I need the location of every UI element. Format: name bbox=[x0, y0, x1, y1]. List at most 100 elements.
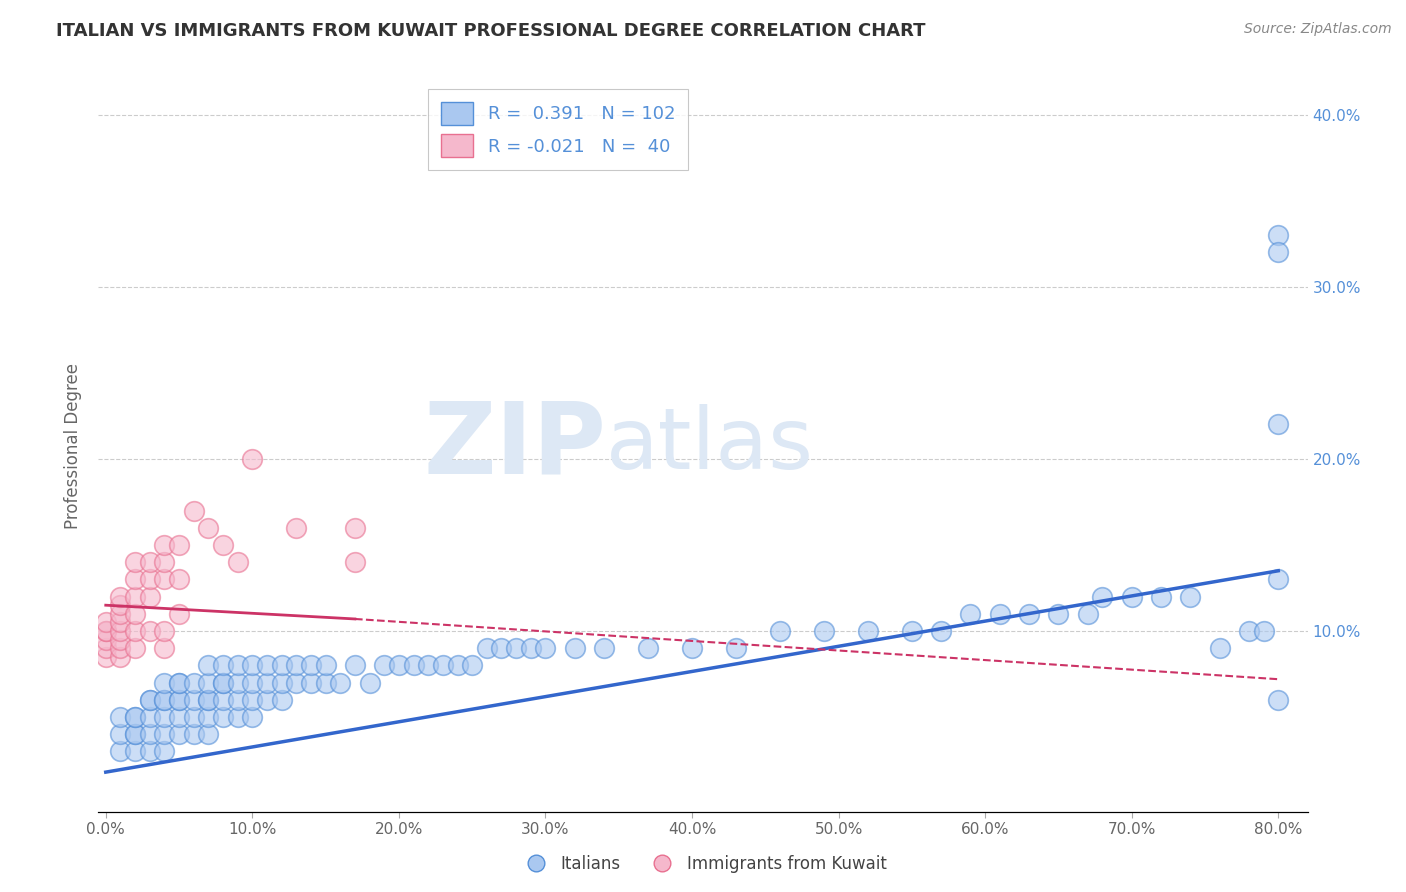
Point bbox=[124, 744, 146, 758]
Point bbox=[226, 693, 249, 707]
Point bbox=[475, 641, 498, 656]
Point bbox=[138, 590, 160, 604]
Point bbox=[813, 624, 835, 638]
Point bbox=[153, 573, 176, 587]
Point bbox=[285, 658, 308, 673]
Point bbox=[153, 727, 176, 741]
Point bbox=[418, 658, 440, 673]
Point bbox=[446, 658, 468, 673]
Point bbox=[153, 624, 176, 638]
Point bbox=[138, 555, 160, 569]
Point bbox=[240, 710, 263, 724]
Text: atlas: atlas bbox=[606, 404, 814, 488]
Point bbox=[402, 658, 425, 673]
Point bbox=[94, 615, 117, 630]
Point bbox=[167, 727, 190, 741]
Point bbox=[212, 675, 235, 690]
Y-axis label: Professional Degree: Professional Degree bbox=[65, 363, 83, 529]
Point bbox=[167, 693, 190, 707]
Point bbox=[197, 710, 219, 724]
Point bbox=[124, 710, 146, 724]
Point bbox=[1091, 590, 1114, 604]
Point bbox=[110, 710, 132, 724]
Point bbox=[534, 641, 557, 656]
Point bbox=[1267, 245, 1289, 260]
Point bbox=[315, 658, 337, 673]
Point bbox=[373, 658, 395, 673]
Point bbox=[929, 624, 952, 638]
Point bbox=[461, 658, 484, 673]
Point bbox=[110, 615, 132, 630]
Point bbox=[167, 538, 190, 552]
Point bbox=[167, 607, 190, 621]
Point bbox=[226, 710, 249, 724]
Point bbox=[1267, 693, 1289, 707]
Point bbox=[491, 641, 513, 656]
Point bbox=[240, 693, 263, 707]
Point bbox=[183, 675, 205, 690]
Point bbox=[681, 641, 703, 656]
Point bbox=[94, 624, 117, 638]
Point bbox=[138, 693, 160, 707]
Point bbox=[343, 658, 366, 673]
Point bbox=[226, 675, 249, 690]
Point bbox=[94, 632, 117, 647]
Point bbox=[197, 521, 219, 535]
Point bbox=[197, 658, 219, 673]
Point bbox=[299, 658, 322, 673]
Point bbox=[1150, 590, 1173, 604]
Point bbox=[226, 658, 249, 673]
Point bbox=[270, 693, 292, 707]
Point bbox=[212, 658, 235, 673]
Point bbox=[724, 641, 747, 656]
Point bbox=[138, 744, 160, 758]
Point bbox=[1267, 417, 1289, 432]
Point bbox=[769, 624, 792, 638]
Point bbox=[153, 555, 176, 569]
Point bbox=[329, 675, 352, 690]
Point bbox=[359, 675, 381, 690]
Point bbox=[153, 693, 176, 707]
Point bbox=[197, 727, 219, 741]
Point bbox=[167, 675, 190, 690]
Point bbox=[124, 555, 146, 569]
Point bbox=[212, 693, 235, 707]
Point bbox=[256, 675, 278, 690]
Point bbox=[124, 710, 146, 724]
Point bbox=[212, 675, 235, 690]
Point bbox=[153, 675, 176, 690]
Point bbox=[520, 641, 543, 656]
Point bbox=[153, 693, 176, 707]
Point bbox=[94, 649, 117, 664]
Point bbox=[388, 658, 411, 673]
Point bbox=[988, 607, 1011, 621]
Point bbox=[1267, 228, 1289, 243]
Point bbox=[167, 693, 190, 707]
Point bbox=[110, 624, 132, 638]
Point bbox=[124, 727, 146, 741]
Point bbox=[959, 607, 981, 621]
Point bbox=[315, 675, 337, 690]
Point bbox=[1253, 624, 1275, 638]
Point bbox=[138, 710, 160, 724]
Point bbox=[138, 573, 160, 587]
Point bbox=[270, 675, 292, 690]
Point bbox=[167, 710, 190, 724]
Point bbox=[564, 641, 586, 656]
Point bbox=[94, 641, 117, 656]
Point bbox=[212, 710, 235, 724]
Point bbox=[240, 451, 263, 466]
Point bbox=[183, 503, 205, 517]
Point bbox=[138, 693, 160, 707]
Point bbox=[299, 675, 322, 690]
Point bbox=[183, 693, 205, 707]
Point bbox=[124, 590, 146, 604]
Point bbox=[343, 555, 366, 569]
Point bbox=[124, 607, 146, 621]
Point bbox=[505, 641, 527, 656]
Point bbox=[197, 693, 219, 707]
Point bbox=[124, 624, 146, 638]
Point bbox=[1267, 573, 1289, 587]
Point bbox=[432, 658, 454, 673]
Point bbox=[856, 624, 879, 638]
